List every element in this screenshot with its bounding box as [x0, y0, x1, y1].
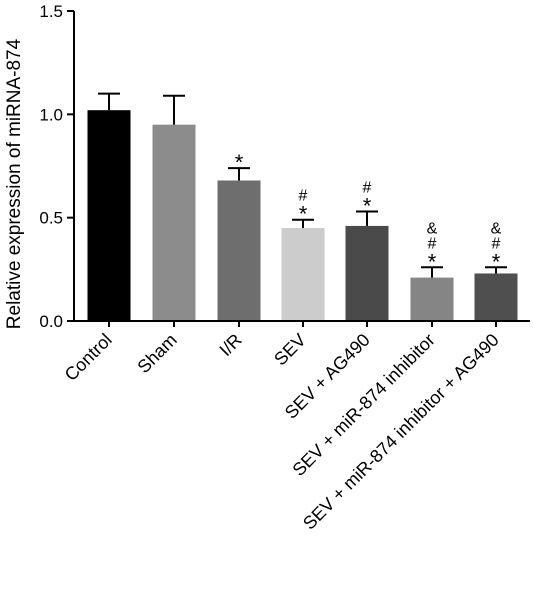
bar: [87, 110, 131, 321]
x-tick-label: I/R: [215, 330, 245, 360]
y-tick-label: 0.0: [39, 312, 63, 331]
significance-mark: &: [427, 220, 438, 237]
x-tick-label: SEV: [270, 330, 310, 370]
significance-mark: *: [235, 150, 244, 175]
bar: [345, 225, 389, 321]
significance-marks: **# *#*#&*#&: [235, 150, 502, 274]
x-tick-label: Sham: [133, 330, 180, 377]
y-tick-label: 0.5: [39, 209, 63, 228]
x-tick-label: Control: [61, 330, 116, 385]
significance-mark: *: [492, 249, 501, 274]
significance-mark: *: [363, 193, 372, 218]
significance-mark: #: [299, 188, 308, 205]
y-axis: 0.0 0.5 1.0 1.5: [39, 2, 75, 331]
significance-mark: *: [428, 249, 437, 274]
significance-mark: #: [363, 179, 372, 196]
significance-mark: *: [299, 202, 308, 227]
y-tick-label: 1.5: [39, 2, 63, 21]
y-tick-label: 1.0: [39, 105, 63, 124]
significance-mark: &: [491, 220, 502, 237]
bar: [152, 124, 196, 322]
significance-mark: #: [428, 235, 437, 252]
bar: [217, 180, 261, 321]
significance-mark: #: [492, 235, 501, 252]
bar: [281, 228, 325, 321]
bar: [474, 273, 518, 321]
error-bars: [98, 92, 507, 278]
bars: [87, 110, 518, 322]
y-axis-title: Relative expression of miRNA-874: [4, 38, 25, 329]
bar: [410, 277, 454, 321]
